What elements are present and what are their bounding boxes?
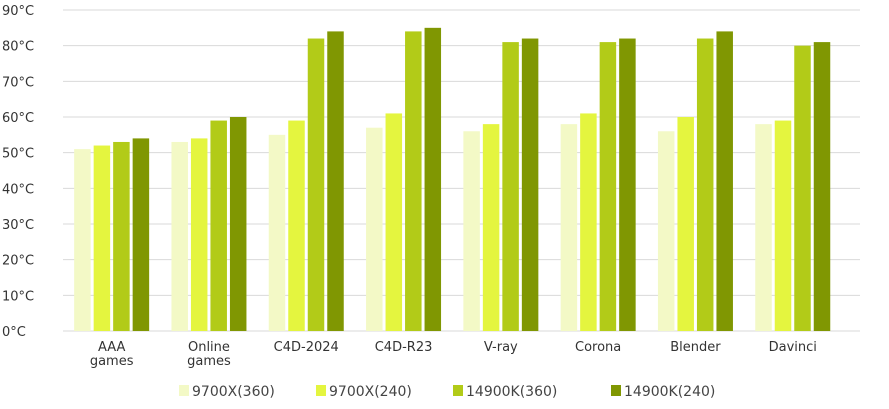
x-tick-label: Blender: [670, 340, 721, 355]
x-tick-label-line: AAA: [98, 340, 126, 355]
x-tick-label-line: V-ray: [484, 340, 518, 355]
bar: [74, 149, 91, 331]
bar: [813, 42, 831, 331]
bar: [366, 127, 383, 331]
legend-label: 14900K(240): [624, 384, 715, 400]
bar: [210, 120, 227, 331]
legend-item: 9700X(240): [316, 384, 412, 400]
x-tick-label-line: Online: [188, 340, 230, 355]
x-tick-label-line: Davinci: [769, 340, 817, 355]
y-tick-label: 0°C: [2, 325, 26, 340]
bar: [716, 31, 733, 332]
y-tick-label: 30°C: [2, 218, 34, 233]
legend-swatch: [316, 385, 326, 396]
x-tick-label: V-ray: [484, 340, 518, 355]
bar: [424, 27, 442, 331]
legend-swatch: [611, 385, 621, 396]
bar: [268, 134, 286, 331]
x-tick-label-line: Corona: [575, 340, 621, 355]
bars: [74, 27, 831, 332]
y-tick-label: 50°C: [2, 147, 34, 162]
x-tick-label-line: C4D-2024: [274, 340, 339, 355]
bar: [619, 38, 636, 332]
x-tick-label-line: Blender: [670, 340, 721, 355]
bar: [405, 31, 422, 332]
bar: [657, 131, 675, 331]
bar: [288, 120, 305, 331]
x-tick-label: C4D-2024: [274, 340, 339, 355]
y-tick-label: 40°C: [2, 182, 34, 197]
legend-item: 14900K(360): [453, 384, 557, 400]
bar: [580, 113, 597, 331]
bar: [307, 38, 325, 332]
x-tick-label: Corona: [575, 340, 621, 355]
bar: [132, 138, 150, 331]
bar: [482, 124, 500, 331]
bar: [774, 120, 792, 331]
bar: [385, 113, 403, 331]
bar: [113, 141, 130, 331]
y-tick-label: 70°C: [2, 75, 34, 90]
x-tick-label: Davinci: [769, 340, 817, 355]
legend-item: 9700X(360): [179, 384, 275, 400]
y-tick-label: 10°C: [2, 289, 34, 304]
x-tick-label-line: games: [187, 354, 231, 369]
bar: [93, 145, 111, 331]
legend-label: 9700X(240): [329, 384, 412, 400]
bar: [190, 138, 208, 331]
bar: [327, 31, 344, 332]
x-tick-label: AAA games: [90, 340, 134, 369]
bar: [677, 117, 694, 331]
x-tick-label: C4D-R23: [375, 340, 433, 355]
legend-label: 14900K(360): [466, 384, 557, 400]
y-tick-label: 90°C: [2, 4, 34, 19]
y-tick-label: 20°C: [2, 254, 34, 269]
bar: [599, 42, 617, 331]
x-tick-label-line: C4D-R23: [375, 340, 433, 355]
bar: [560, 124, 578, 331]
legend-item: 14900K(240): [611, 384, 715, 400]
bar: [502, 42, 519, 331]
y-tick-label: 60°C: [2, 111, 34, 126]
bar: [521, 38, 539, 332]
bar: [171, 141, 188, 331]
bar: [229, 117, 247, 331]
bar: [755, 124, 772, 331]
bar: [696, 38, 714, 332]
legend-label: 9700X(360): [192, 384, 275, 400]
legend: 9700X(360) 9700X(240) 14900K(360) 14900K(24…: [179, 384, 715, 400]
y-axis-ticks: 0°C 10°C 20°C 30°C 40°C 50°C 60°C 70°C 80°C 90°C: [2, 4, 34, 340]
x-tick-label: Online games: [187, 340, 231, 369]
bar: [794, 45, 811, 332]
x-tick-label-line: games: [90, 354, 134, 369]
y-tick-label: 80°C: [2, 40, 34, 55]
legend-swatch: [453, 385, 463, 396]
legend-swatch: [179, 385, 189, 396]
bar: [463, 131, 480, 331]
